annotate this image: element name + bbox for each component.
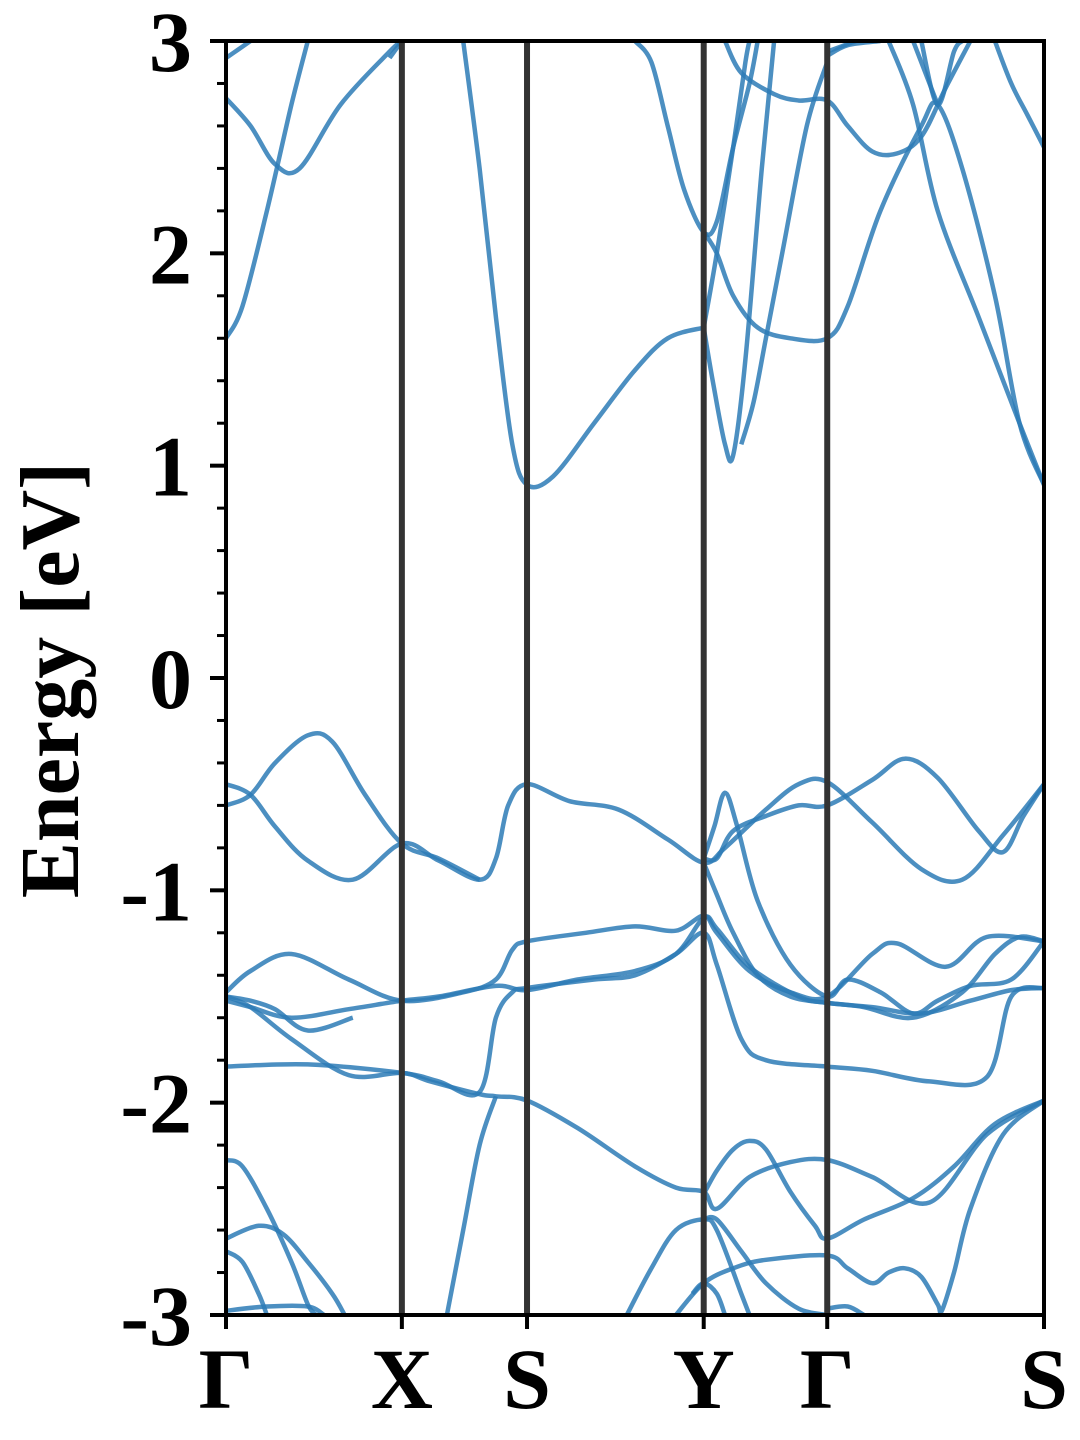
band-line-28 (701, 41, 777, 464)
band-line-13 (226, 1223, 347, 1315)
band-line-35 (886, 41, 1044, 486)
band-line-19 (703, 1214, 828, 1315)
band-line-2 (226, 914, 1044, 1020)
y-axis-ticks: 3 2 1 0 -1 -2 -3 (120, 0, 226, 1364)
k-point-dividers (398, 41, 831, 1315)
y-tick-label: 3 (149, 0, 192, 90)
band-line-33 (739, 61, 830, 446)
band-line-20 (690, 1280, 728, 1315)
axes-frame (224, 39, 1046, 1317)
band-line-11 (226, 1157, 318, 1315)
band-line-21 (826, 1304, 866, 1315)
y-tick-label: 1 (149, 419, 192, 515)
y-tick-label: -3 (120, 1268, 192, 1364)
band-line-22 (226, 41, 404, 176)
band-line-9 (701, 861, 1044, 1021)
band-line-34 (826, 41, 881, 58)
band-line-6 (226, 730, 481, 882)
band-line-1 (226, 913, 1044, 1004)
band-line-31 (722, 41, 973, 158)
x-tick-label: S (503, 1331, 551, 1427)
band-line-18 (701, 1098, 1044, 1241)
band-line-23 (226, 41, 310, 340)
x-tick-label: Γ (800, 1331, 855, 1427)
y-tick-label: 0 (149, 631, 192, 727)
band-line-38 (992, 41, 1044, 149)
band-line-15 (444, 1095, 499, 1315)
band-line-26 (460, 41, 705, 490)
band-line-24 (226, 41, 252, 60)
band-line-5 (226, 776, 1044, 885)
x-tick-label: X (371, 1331, 433, 1427)
plot-frame (224, 39, 1046, 1317)
y-axis-label: Energy [eV] (4, 462, 97, 898)
y-tick-label: 2 (149, 206, 192, 302)
band-line-4 (226, 994, 1044, 1212)
band-lines (226, 41, 1044, 1315)
band-line-10 (226, 994, 354, 1033)
x-tick-label: Γ (199, 1331, 254, 1427)
band-line-37 (911, 41, 940, 106)
y-tick-label: -2 (120, 1056, 192, 1152)
band-line-30 (701, 41, 752, 328)
x-tick-label: S (1020, 1331, 1068, 1427)
y-tick-label: -1 (120, 843, 192, 939)
band-line-14 (226, 1303, 326, 1315)
band-line-7 (703, 756, 1044, 863)
x-tick-label: Y (673, 1331, 735, 1427)
band-line-29 (701, 100, 1044, 486)
